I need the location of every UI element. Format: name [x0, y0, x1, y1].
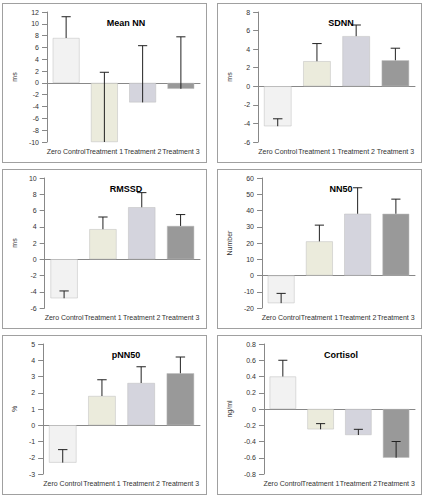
svg-text:ms: ms: [226, 72, 233, 82]
svg-text:Zero Control: Zero Control: [47, 148, 86, 155]
svg-text:Treatment 1: Treatment 1: [84, 314, 122, 321]
svg-text:Number: Number: [226, 230, 233, 256]
svg-text:-8: -8: [33, 127, 39, 134]
svg-text:Treatment 2: Treatment 2: [122, 480, 160, 487]
svg-text:ms: ms: [11, 72, 18, 82]
svg-text:4: 4: [35, 56, 39, 63]
svg-text:0: 0: [252, 406, 256, 413]
svg-text:-6: -6: [30, 305, 36, 312]
svg-text:-3: -3: [29, 471, 35, 478]
svg-text:Zero Control: Zero Control: [263, 480, 302, 487]
svg-text:Treatment 2: Treatment 2: [337, 148, 375, 155]
svg-text:5: 5: [31, 341, 35, 348]
svg-text:Treatment 1: Treatment 1: [298, 148, 336, 155]
svg-text:-2: -2: [33, 91, 39, 98]
svg-text:-0.8: -0.8: [244, 471, 256, 478]
svg-text:RMSSD: RMSSD: [110, 184, 143, 194]
svg-text:Treatment 1: Treatment 1: [302, 480, 340, 487]
svg-text:Treatment 1: Treatment 1: [301, 314, 339, 321]
svg-text:Treatment 2: Treatment 2: [124, 148, 162, 155]
svg-text:Treatment 2: Treatment 2: [339, 314, 377, 321]
svg-text:10: 10: [246, 256, 254, 263]
svg-text:3: 3: [31, 373, 35, 380]
svg-text:-4: -4: [244, 120, 250, 127]
svg-text:-6: -6: [33, 115, 39, 122]
svg-text:0: 0: [246, 83, 250, 90]
svg-text:SDNN: SDNN: [328, 18, 354, 28]
svg-text:Treatment 2: Treatment 2: [340, 480, 378, 487]
svg-text:-0.2: -0.2: [244, 422, 256, 429]
svg-text:4: 4: [33, 223, 37, 230]
svg-text:-1: -1: [29, 438, 35, 445]
svg-text:Treatment 3: Treatment 3: [162, 314, 200, 321]
svg-text:2: 2: [33, 240, 37, 247]
svg-text:2: 2: [31, 389, 35, 396]
svg-text:4: 4: [31, 357, 35, 364]
svg-text:Treatment 3: Treatment 3: [377, 480, 415, 487]
svg-text:NN50: NN50: [329, 184, 352, 194]
svg-text:0.8: 0.8: [246, 341, 256, 348]
svg-text:6: 6: [35, 44, 39, 51]
svg-text:8: 8: [246, 9, 250, 16]
svg-text:Cortisol: Cortisol: [324, 350, 358, 360]
svg-text:6: 6: [33, 207, 37, 214]
svg-text:ng/ml: ng/ml: [226, 400, 234, 418]
svg-text:-0.4: -0.4: [244, 438, 256, 445]
svg-text:Treatment 3: Treatment 3: [377, 314, 415, 321]
svg-text:8: 8: [35, 32, 39, 39]
svg-text:Treatment 3: Treatment 3: [162, 148, 200, 155]
svg-text:12: 12: [31, 9, 39, 16]
svg-text:4: 4: [246, 46, 250, 53]
svg-text:0.6: 0.6: [246, 357, 256, 364]
svg-text:0.2: 0.2: [246, 389, 256, 396]
svg-text:-20: -20: [244, 305, 254, 312]
svg-text:Zero Control: Zero Control: [43, 480, 82, 487]
svg-text:0: 0: [31, 422, 35, 429]
svg-text:pNN50: pNN50: [112, 350, 141, 360]
svg-text:20: 20: [246, 240, 254, 247]
svg-text:Treatment 1: Treatment 1: [86, 148, 124, 155]
svg-text:-0.6: -0.6: [244, 454, 256, 461]
svg-text:%: %: [11, 406, 18, 412]
svg-text:Treatment 1: Treatment 1: [83, 480, 121, 487]
svg-text:2: 2: [35, 68, 39, 75]
svg-text:2: 2: [246, 64, 250, 71]
svg-text:Zero Control: Zero Control: [258, 148, 297, 155]
svg-text:8: 8: [33, 191, 37, 198]
svg-text:0: 0: [35, 79, 39, 86]
svg-text:0.4: 0.4: [246, 373, 256, 380]
svg-text:-4: -4: [30, 288, 36, 295]
svg-text:50: 50: [246, 191, 254, 198]
svg-text:6: 6: [246, 27, 250, 34]
svg-text:10: 10: [29, 175, 37, 182]
svg-text:30: 30: [246, 223, 254, 230]
svg-text:-2: -2: [29, 454, 35, 461]
svg-text:-6: -6: [244, 139, 250, 146]
svg-text:0: 0: [33, 256, 37, 263]
svg-text:60: 60: [246, 175, 254, 182]
svg-text:10: 10: [31, 20, 39, 27]
svg-text:Zero Control: Zero Control: [45, 314, 84, 321]
svg-text:1: 1: [31, 406, 35, 413]
svg-text:-10: -10: [29, 139, 39, 146]
svg-text:Treatment 3: Treatment 3: [377, 148, 415, 155]
svg-text:-2: -2: [244, 101, 250, 108]
svg-text:Zero Control: Zero Control: [262, 314, 301, 321]
svg-text:Treatment 2: Treatment 2: [123, 314, 161, 321]
svg-text:-4: -4: [33, 103, 39, 110]
svg-text:-10: -10: [244, 288, 254, 295]
svg-text:40: 40: [246, 207, 254, 214]
svg-text:0: 0: [250, 272, 254, 279]
svg-text:ms: ms: [11, 238, 18, 248]
svg-text:Mean NN: Mean NN: [107, 18, 146, 28]
svg-text:Treatment 3: Treatment 3: [162, 480, 200, 487]
svg-text:-2: -2: [30, 272, 36, 279]
